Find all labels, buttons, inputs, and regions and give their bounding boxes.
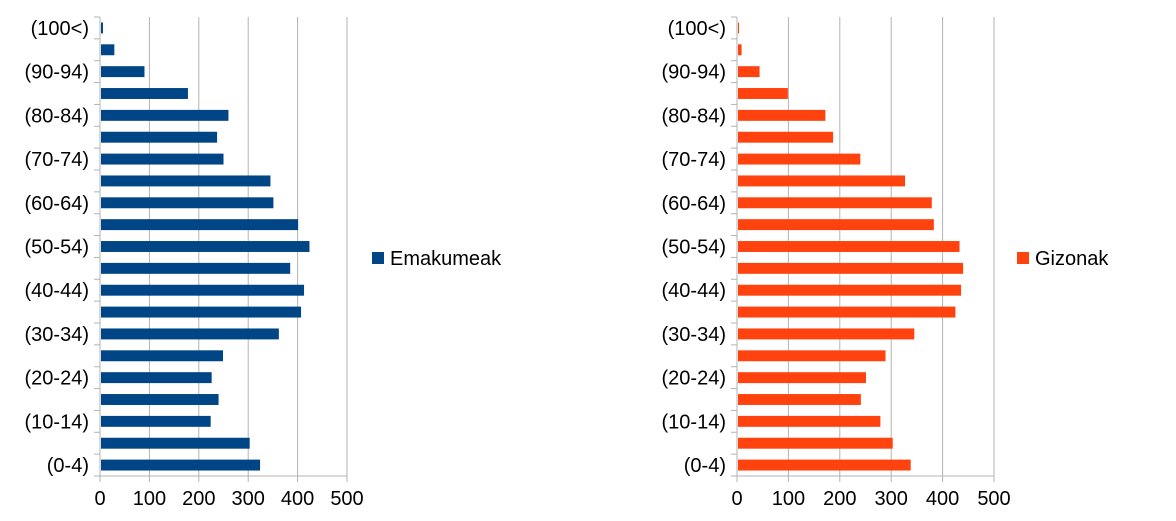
legend: Gizonak [1017,248,1109,270]
y-tick-label: (0-4) [47,455,89,477]
x-tick-label: 500 [330,488,363,510]
bar-(70-74) [101,153,224,165]
y-tick-label: (50-54) [25,237,89,259]
bar-(85-89) [101,88,188,99]
bar-(0-4) [738,459,911,471]
bar-(95-99) [101,44,115,56]
x-tick-label: 500 [977,488,1010,510]
bar-(100<) [101,22,103,34]
bar-(0-4) [101,459,261,471]
y-tick-label: (80-84) [662,105,726,127]
bar-(70-74) [738,153,861,165]
y-tick-label: (10-14) [25,411,89,433]
bar-(15-19) [101,394,219,405]
x-tick-label: 300 [232,488,265,510]
bar-(55-59) [738,219,934,231]
bar-(10-14) [738,415,881,427]
y-tick-label: (90-94) [25,62,89,84]
bar-(100<) [738,22,740,34]
x-tick-label: 100 [772,488,805,510]
legend-label: Gizonak [1035,248,1109,270]
bar-(90-94) [101,66,145,78]
y-tick-label: (30-34) [662,324,726,346]
bar-(55-59) [101,219,299,231]
bar-(40-44) [101,284,305,296]
bar-(15-19) [738,394,861,405]
chart-1: (0-4) (10-14) (20-24) (30-34) (40-44) (50-54)… [25,16,502,510]
bar-(75-79) [101,131,218,143]
bar-(60-64) [101,197,274,209]
y-tick-label: (90-94) [662,62,726,84]
y-tick-label: (0-4) [684,455,726,477]
bar-(40-44) [738,284,962,296]
bar-(20-24) [738,372,866,384]
bar-(45-49) [101,262,291,274]
y-tick-label: (40-44) [662,280,726,302]
y-tick-label: (100<) [668,18,726,40]
bar-(75-79) [738,131,834,143]
x-tick-label: 400 [926,488,959,510]
bar-(80-84) [101,109,229,121]
y-tick-label: (50-54) [662,237,726,259]
bar-(30-34) [738,328,915,340]
y-tick-label: (100<) [31,18,89,40]
y-tick-label: (40-44) [25,280,89,302]
bar-(25-29) [738,350,886,362]
y-tick-label: (30-34) [25,324,89,346]
x-tick-label: 400 [281,488,314,510]
y-tick-label: (70-74) [25,149,89,171]
bar-(10-14) [101,415,211,427]
bar-(50-54) [738,241,960,252]
bar-(95-99) [738,44,742,56]
bar-(20-24) [101,372,212,384]
x-tick-label: 0 [94,488,105,510]
bar-(30-34) [101,328,279,340]
bar-(65-69) [738,175,906,187]
y-tick-label: (60-64) [662,193,726,215]
y-tick-label: (10-14) [662,411,726,433]
x-tick-label: 200 [182,488,215,510]
legend-label: Emakumeak [390,248,502,270]
y-tick-label: (20-24) [25,368,89,390]
x-tick-label: 100 [133,488,166,510]
y-tick-label: (20-24) [662,368,726,390]
x-tick-label: 0 [731,488,742,510]
bar-(5-9) [101,437,250,449]
bar-(80-84) [738,109,826,121]
bar-(90-94) [738,66,760,78]
bar-(35-39) [738,306,956,318]
x-tick-label: 300 [875,488,908,510]
legend-swatch [1017,252,1029,264]
y-tick-label: (70-74) [662,149,726,171]
legend: Emakumeak [372,248,502,270]
bar-(60-64) [738,197,932,209]
bar-(35-39) [101,306,302,318]
y-tick-label: (80-84) [25,105,89,127]
bar-(5-9) [738,437,893,449]
bar-(50-54) [101,241,310,252]
bar-(45-49) [738,262,964,274]
y-tick-label: (60-64) [25,193,89,215]
bar-(25-29) [101,350,224,362]
legend-swatch [372,252,384,264]
bar-(85-89) [738,88,788,99]
x-tick-label: 200 [823,488,856,510]
bar-(65-69) [101,175,271,187]
chart-2: (0-4) (10-14) (20-24) (30-34) (40-44) (50-54)… [662,16,1109,510]
